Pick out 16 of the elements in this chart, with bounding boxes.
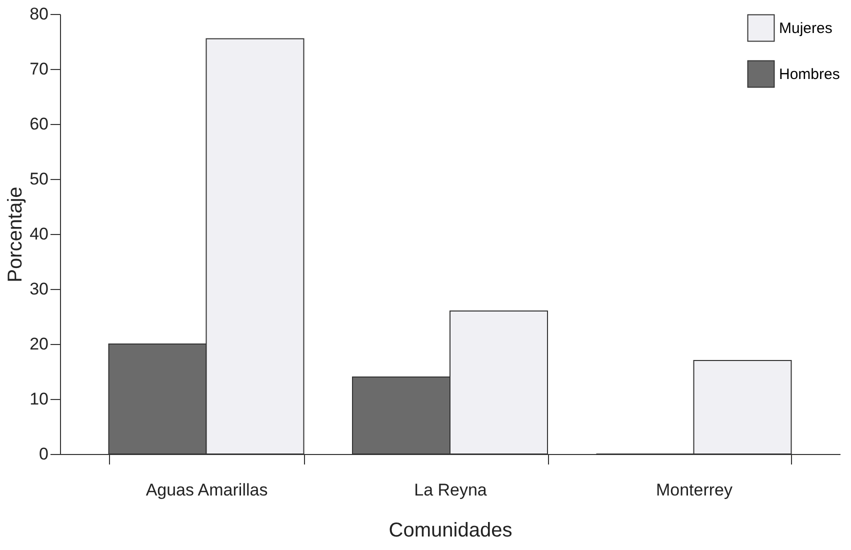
y-tick-label: 20 [30,334,48,354]
y-tick-label: 10 [30,390,48,408]
y-tick-label: 40 [30,224,48,244]
y-tick-label: 80 [30,4,48,24]
legend-label: Hombres [779,66,840,83]
y-tick-label: 70 [30,60,48,78]
y-tick-label: 60 [30,114,48,134]
y-axis-title: Porcentaje [4,186,27,282]
y-tick-label: 50 [30,170,48,188]
x-tick-label: Aguas Amarillas [146,480,268,500]
y-tick-label: 0 [39,444,48,464]
legend-label: Mujeres [779,20,832,37]
x-tick-label: Monterrey [656,480,734,500]
y-tick-label: 30 [30,280,48,298]
x-axis-title: Comunidades [388,520,512,542]
x-tick-label: La Reyna [414,480,488,500]
